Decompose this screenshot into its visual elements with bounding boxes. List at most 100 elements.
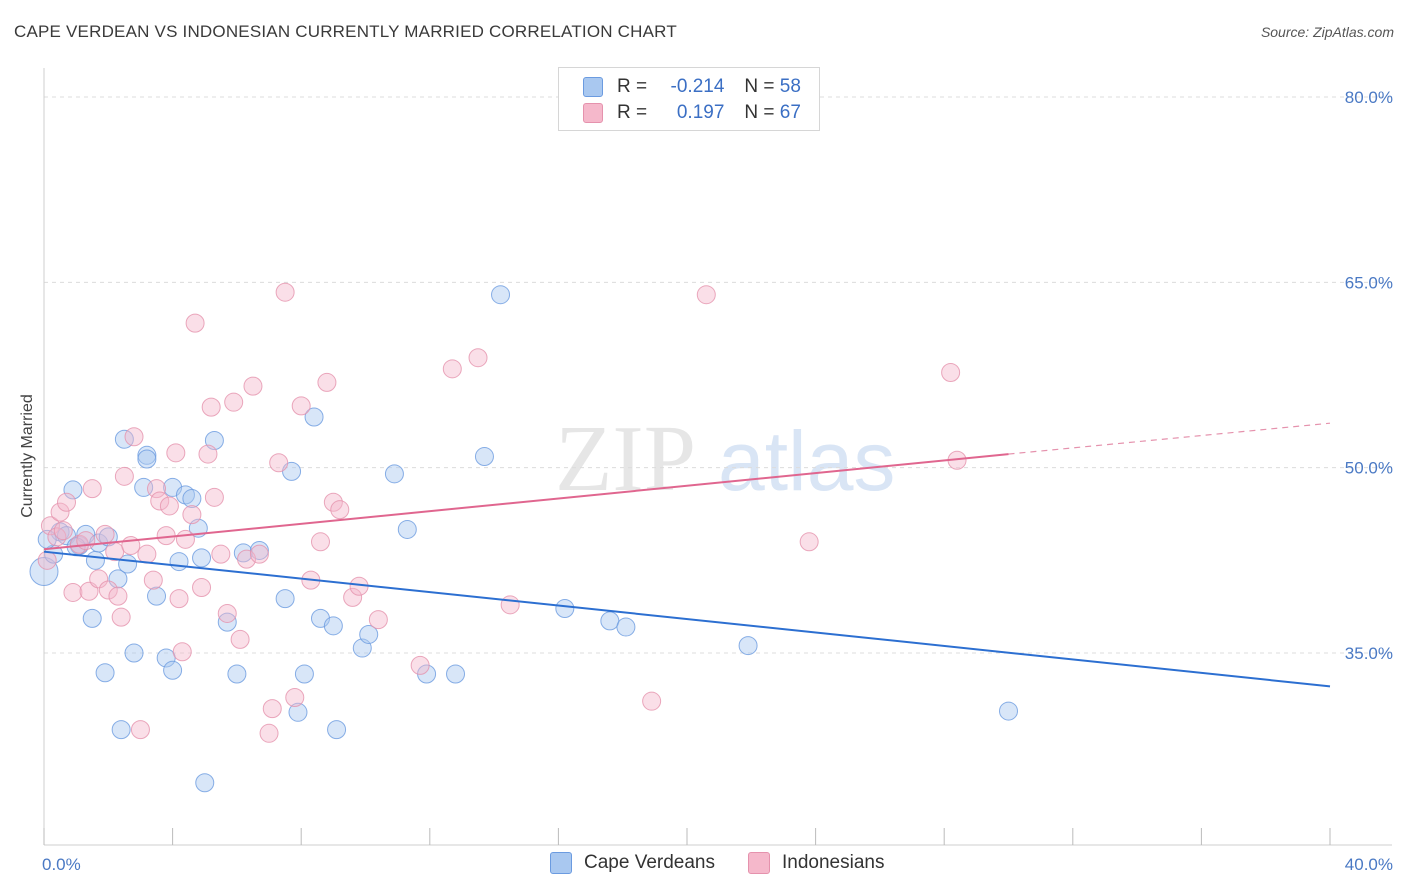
indonesian-point (204, 487, 224, 507)
indonesian-point (57, 492, 77, 512)
cape-verdean-point (111, 720, 131, 740)
legend-swatch-pink (583, 103, 603, 123)
cape-verdean-point (474, 447, 494, 467)
indonesian-point (696, 285, 716, 305)
cape-verdean-point (82, 608, 102, 628)
n-label: N = (744, 76, 775, 97)
chart-title: CAPE VERDEAN VS INDONESIAN CURRENTLY MAR… (14, 22, 677, 41)
cape-verdean-point (600, 611, 620, 631)
indonesian-point (237, 549, 257, 569)
cape-verdean-point (85, 550, 105, 570)
indonesian-point (137, 544, 157, 564)
indonesian-point (642, 691, 662, 711)
trend-lines (43, 422, 1331, 688)
indonesian-point (185, 313, 205, 333)
cape-verdean-point (304, 407, 324, 427)
n-value: 67 (779, 102, 801, 123)
indonesian-point (275, 282, 295, 302)
cape-verdean-point (288, 702, 308, 722)
watermark-zip: ZIP (555, 407, 696, 511)
n-value: 58 (779, 76, 801, 97)
cape-verdean-point (29, 556, 59, 586)
indonesian-point (368, 610, 388, 630)
cape-verdean-point (124, 643, 144, 663)
watermark: ZIP atlas (555, 407, 895, 511)
indonesian-point (53, 521, 73, 541)
cape-verdean-trend-line (43, 550, 1331, 688)
indonesian-point (37, 550, 57, 570)
series-legend: Cape Verdeans Indonesians (0, 852, 1406, 878)
y-tick-labels: 80.0% 65.0% 50.0% 35.0% (1345, 88, 1393, 663)
indonesian-point (211, 544, 231, 564)
indonesian-point (50, 502, 70, 522)
cape-verdean-point (616, 617, 636, 637)
indonesian-point (159, 496, 179, 516)
cape-verdean-point (233, 543, 253, 563)
cape-verdean-point (491, 285, 511, 305)
indonesian-point (285, 687, 305, 707)
indonesian-point (130, 720, 150, 740)
r-label: R = (617, 76, 648, 97)
axes (43, 68, 1392, 846)
y-tick-label: 50.0% (1345, 459, 1393, 478)
indonesian-point (82, 479, 102, 499)
cape-verdean-point (294, 664, 314, 684)
watermark-atlas: atlas (718, 414, 895, 508)
x-tick-label: 40.0% (1345, 855, 1393, 874)
cape-verdean-point (738, 636, 758, 656)
cape-verdean-point (108, 569, 128, 589)
indonesian-point (76, 531, 96, 551)
legend-row-cape-verdean: R = -0.214 N = 58 (583, 76, 801, 98)
cape-verdean-point (95, 663, 115, 683)
r-value: 0.197 (676, 102, 725, 123)
cape-verdean-point (555, 599, 575, 619)
x-tick-label: 0.0% (42, 855, 81, 874)
gridlines (44, 96, 1392, 654)
legend-label: Indonesians (782, 852, 885, 873)
cape-verdean-point (397, 519, 417, 539)
indonesian-point (230, 629, 250, 649)
indonesian-point (124, 427, 144, 447)
indonesian-point (114, 466, 134, 486)
legend-label: Cape Verdeans (584, 852, 715, 873)
indonesian-point (500, 595, 520, 615)
indonesian-point (224, 392, 244, 412)
legend-item-cape-verdeans: Cape Verdeans (550, 852, 715, 874)
cape-verdean-point (63, 480, 83, 500)
cape-verdean-point (275, 589, 295, 609)
indonesian-point (95, 524, 115, 544)
x-tick-labels: 0.0% 40.0% (42, 855, 1393, 874)
indonesian-point (40, 516, 60, 536)
cape-verdean-point (323, 616, 343, 636)
indonesian-point (147, 479, 167, 499)
r-value: -0.214 (670, 76, 725, 97)
cape-verdean-point (137, 449, 157, 469)
cape-verdean-point (359, 624, 379, 644)
indonesian-point (201, 397, 221, 417)
indonesian-points (37, 282, 967, 743)
cape-verdean-point (227, 664, 247, 684)
indonesian-point (182, 505, 202, 525)
legend-row-indonesian: R = 0.197 N = 67 (583, 102, 801, 124)
indonesian-point (269, 453, 289, 473)
indonesian-point (310, 532, 330, 552)
legend-item-indonesians: Indonesians (748, 852, 884, 874)
legend-swatch-pink (748, 852, 770, 874)
indonesian-point (143, 570, 163, 590)
cape-verdean-point (327, 720, 347, 740)
indonesian-point (442, 359, 462, 379)
cape-verdean-point (163, 660, 183, 680)
y-tick-label: 65.0% (1345, 273, 1393, 292)
indonesian-point (192, 578, 212, 598)
n-label: N = (744, 102, 775, 123)
cape-verdean-point (147, 586, 167, 606)
indonesian-point (468, 348, 488, 368)
indonesian-point (249, 544, 269, 564)
legend-swatch-blue (550, 852, 572, 874)
indonesian-point (217, 603, 237, 623)
indonesian-point (166, 443, 186, 463)
indonesian-point (175, 529, 195, 549)
indonesian-point (410, 655, 430, 675)
indonesian-point (259, 723, 279, 743)
